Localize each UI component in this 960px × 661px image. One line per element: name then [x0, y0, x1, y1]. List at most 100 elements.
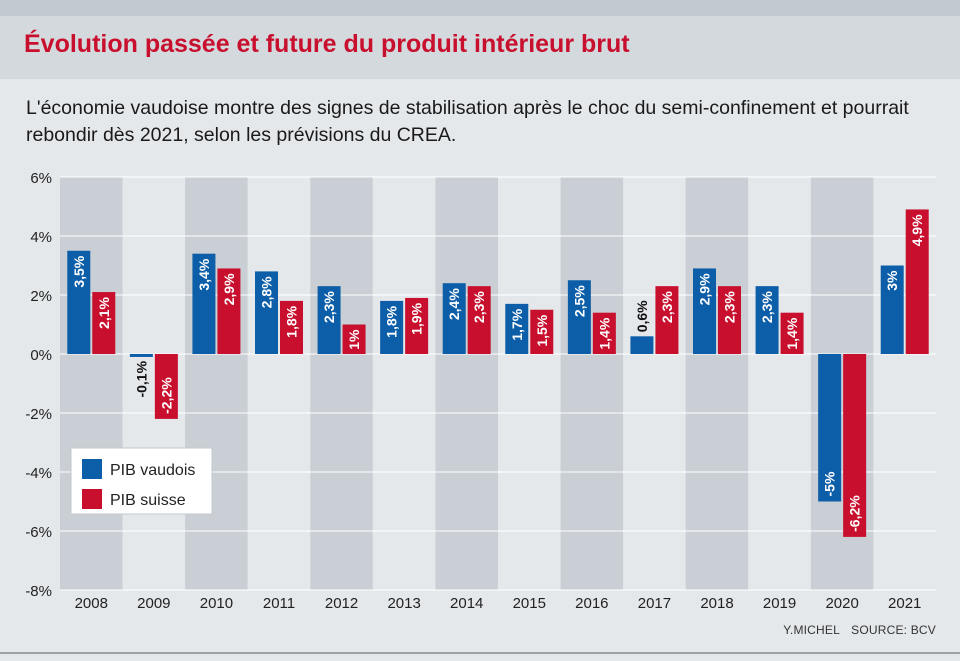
- bar-vaud-2016: [567, 280, 591, 354]
- bar-suisse-2019: [780, 312, 804, 354]
- label-suisse-2012: 1%: [346, 329, 362, 350]
- band-2013: [372, 177, 436, 590]
- bar-vaud-2018: [693, 268, 716, 354]
- x-tick-label: 2020: [825, 595, 858, 612]
- label-suisse-2020: -6,2%: [847, 495, 863, 532]
- bar-suisse-2009: [154, 354, 178, 419]
- legend-swatch-vaud: [82, 459, 102, 479]
- band-2012: [310, 177, 373, 590]
- label-suisse-2011: 1,8%: [284, 305, 300, 337]
- top-band: [0, 0, 960, 16]
- band-2015: [498, 177, 561, 590]
- y-tick-label: -2%: [25, 406, 52, 423]
- x-tick-label: 2013: [387, 595, 420, 612]
- label-suisse-2014: 2,3%: [471, 291, 487, 323]
- author-credit: Y.MICHEL: [783, 623, 840, 637]
- bar-vaud-2012: [317, 286, 341, 354]
- y-tick-label: 2%: [30, 288, 52, 305]
- chart-title: Évolution passée et future du produit in…: [24, 30, 630, 58]
- label-suisse-2017: 2,3%: [659, 291, 675, 323]
- bottom-rule: [0, 652, 960, 654]
- bar-vaud-2011: [255, 271, 278, 354]
- bar-suisse-2017: [655, 286, 679, 354]
- label-vaud-2015: 1,7%: [509, 308, 525, 340]
- legend-swatch-suisse: [82, 489, 102, 509]
- legend-label-suisse: PIB suisse: [110, 492, 186, 509]
- label-suisse-2018: 2,3%: [722, 291, 738, 323]
- y-tick-label: 6%: [30, 170, 52, 187]
- label-suisse-2013: 1,9%: [409, 302, 425, 334]
- label-vaud-2018: 2,9%: [697, 273, 713, 305]
- y-tick-label: 4%: [30, 229, 52, 246]
- bar-vaud-2017: [630, 336, 654, 354]
- bar-vaud-2020: [818, 354, 842, 502]
- y-tick-label: -8%: [25, 583, 52, 600]
- label-vaud-2012: 2,3%: [321, 291, 337, 323]
- band-2011: [247, 177, 311, 590]
- x-tick-label: 2009: [137, 595, 170, 612]
- band-2017: [623, 177, 686, 590]
- label-vaud-2021: 3%: [884, 270, 900, 291]
- y-tick-label: 0%: [30, 347, 52, 364]
- bar-vaud-2019: [755, 286, 779, 354]
- label-vaud-2014: 2,4%: [446, 288, 462, 320]
- label-vaud-2010: 3,4%: [196, 258, 212, 290]
- y-tick-label: -4%: [25, 465, 52, 482]
- label-suisse-2010: 2,9%: [221, 273, 237, 305]
- x-tick-label: 2011: [263, 595, 295, 612]
- bar-chart: 6% 4% 2% 0% -2% -4% -6% -8% 3,5% -0,1% 3,4% 2,8% 2,3…: [25, 170, 936, 612]
- title-bar: [0, 16, 960, 79]
- x-tick-label: 2012: [325, 595, 358, 612]
- label-vaud-2017: 0,6%: [634, 300, 650, 332]
- band-2014: [435, 177, 498, 590]
- label-vaud-2019: 2,3%: [759, 291, 775, 323]
- x-tick-label: 2015: [513, 595, 546, 612]
- x-tick-label: 2021: [888, 595, 921, 612]
- bar-vaud-2008: [67, 250, 91, 354]
- bar-suisse-2015: [530, 309, 554, 354]
- x-tick-label: 2010: [200, 595, 233, 612]
- bar-suisse-2018: [718, 286, 741, 354]
- band-2018: [685, 177, 749, 590]
- x-tick-label: 2018: [700, 595, 733, 612]
- x-tick-label: 2019: [763, 595, 796, 612]
- band-2008: [60, 177, 123, 590]
- x-tick-label: 2016: [575, 595, 608, 612]
- bar-suisse-2010: [217, 268, 241, 354]
- bar-suisse-2011: [280, 300, 303, 354]
- bar-vaud-2010: [192, 253, 216, 354]
- x-tick-label: 2014: [450, 595, 483, 612]
- source-credit: SOURCE: BCV: [851, 623, 936, 637]
- label-vaud-2013: 1,8%: [384, 305, 400, 337]
- credits: Y.MICHEL SOURCE: BCV: [775, 623, 936, 637]
- bar-suisse-2014: [467, 286, 491, 354]
- label-vaud-2016: 2,5%: [571, 285, 587, 317]
- bar-vaud-2015: [505, 303, 529, 354]
- band-2010: [185, 177, 248, 590]
- label-vaud-2011: 2,8%: [259, 276, 275, 308]
- bar-vaud-2013: [380, 300, 404, 354]
- label-suisse-2021: 4,9%: [909, 214, 925, 246]
- bar-suisse-2012: [342, 324, 366, 354]
- bar-suisse-2016: [592, 312, 616, 354]
- label-suisse-2008: 2,1%: [96, 297, 112, 329]
- label-vaud-2008: 3,5%: [71, 255, 87, 287]
- band-2019: [748, 177, 811, 590]
- x-tick-label: 2008: [75, 595, 108, 612]
- label-suisse-2016: 1,4%: [596, 317, 612, 349]
- chart-subtitle: L'économie vaudoise montre des signes de…: [26, 97, 909, 146]
- band-2016: [560, 177, 624, 590]
- label-suisse-2019: 1,4%: [784, 317, 800, 349]
- bar-vaud-2021: [880, 265, 904, 354]
- bar-suisse-2020: [843, 354, 867, 537]
- label-vaud-2009: -0,1%: [133, 360, 149, 397]
- bar-vaud-2009: [129, 354, 153, 357]
- label-vaud-2020: -5%: [822, 471, 838, 496]
- x-tick-label: 2017: [638, 595, 671, 612]
- legend-label-vaud: PIB vaudois: [110, 462, 195, 479]
- label-suisse-2015: 1,5%: [534, 314, 550, 346]
- bar-suisse-2013: [405, 297, 429, 354]
- label-suisse-2009: -2,2%: [158, 377, 174, 414]
- bar-vaud-2014: [442, 283, 466, 354]
- bar-suisse-2021: [905, 209, 929, 354]
